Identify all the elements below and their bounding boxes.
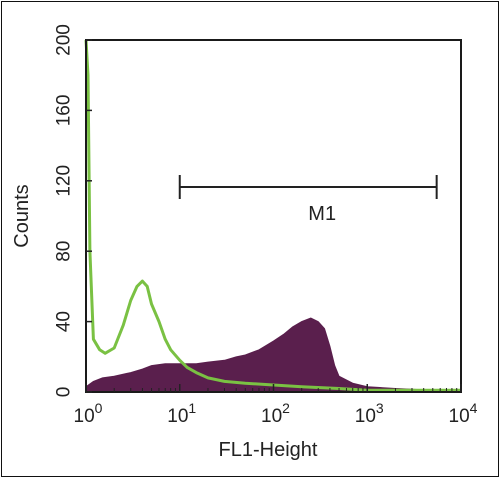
x-tick-label: 101 [167,400,196,427]
x-tick-label: 104 [449,400,478,427]
series-layer [84,39,462,393]
series-1-histogram-line [84,39,461,392]
x-axis-title: FL1-Height [219,439,318,461]
y-tick-label: 0 [54,387,75,398]
y-tick-label: 40 [54,311,75,332]
x-axis-ticks: 100 101 102 103 104 [74,384,478,427]
y-tick-label: 200 [54,24,75,56]
y-tick-label: 160 [54,95,75,127]
x-tick-label: 103 [355,400,384,427]
x-tick-label: 102 [261,400,290,427]
y-axis-ticks: 0 40 80 120 160 200 [54,24,92,398]
m1-marker: M1 [178,175,438,225]
y-tick-label: 80 [54,241,75,262]
series-0-filled-histogram [85,317,462,393]
m1-marker-label: M1 [308,203,336,225]
x-tick-label: 100 [74,400,103,427]
plot-area-border [85,39,462,393]
y-tick-label: 120 [54,165,75,197]
y-axis-title: Counts [11,184,33,247]
